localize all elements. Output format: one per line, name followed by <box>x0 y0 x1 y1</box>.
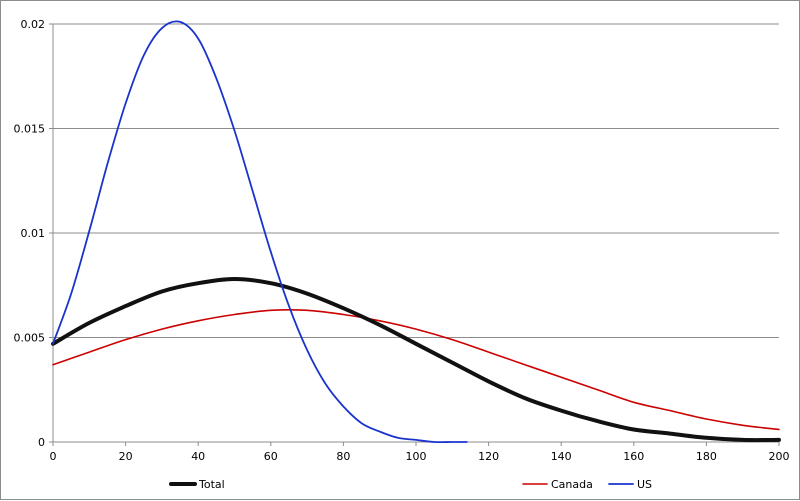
axes: 0 0.005 0.01 0.015 0.02 0 20 40 60 80 100 120 140 160… <box>14 18 790 463</box>
y-tick-label: 0 <box>38 436 45 449</box>
series-line-us <box>52 20 468 444</box>
legend-item-canada: Canada <box>522 478 593 491</box>
x-tick-label: 180 <box>696 450 717 463</box>
series-lines <box>51 20 781 444</box>
x-tick-label: 160 <box>623 450 644 463</box>
x-tick-label: 60 <box>264 450 278 463</box>
x-tick-label: 80 <box>336 450 350 463</box>
legend: Total Canada US <box>169 478 652 491</box>
x-tick-label: 200 <box>769 450 790 463</box>
legend-item-total: Total <box>169 478 225 491</box>
x-tick-label: 100 <box>406 450 427 463</box>
x-tick-label: 120 <box>478 450 499 463</box>
series-line-canada <box>52 308 780 431</box>
legend-label: Canada <box>551 478 593 491</box>
x-tick-label: 140 <box>551 450 572 463</box>
y-tick-label: 0.005 <box>14 332 46 345</box>
gridlines <box>53 23 779 338</box>
legend-label: US <box>637 478 652 491</box>
legend-item-us: US <box>608 478 652 491</box>
x-tick-label: 20 <box>119 450 133 463</box>
series-line-total <box>51 277 781 443</box>
legend-label: Total <box>198 478 225 491</box>
y-tick-label: 0.01 <box>21 227 46 240</box>
x-tick-label: 0 <box>50 450 57 463</box>
y-tick-label: 0.02 <box>21 18 46 31</box>
y-tick-label: 0.015 <box>14 123 46 136</box>
x-tick-label: 40 <box>191 450 205 463</box>
